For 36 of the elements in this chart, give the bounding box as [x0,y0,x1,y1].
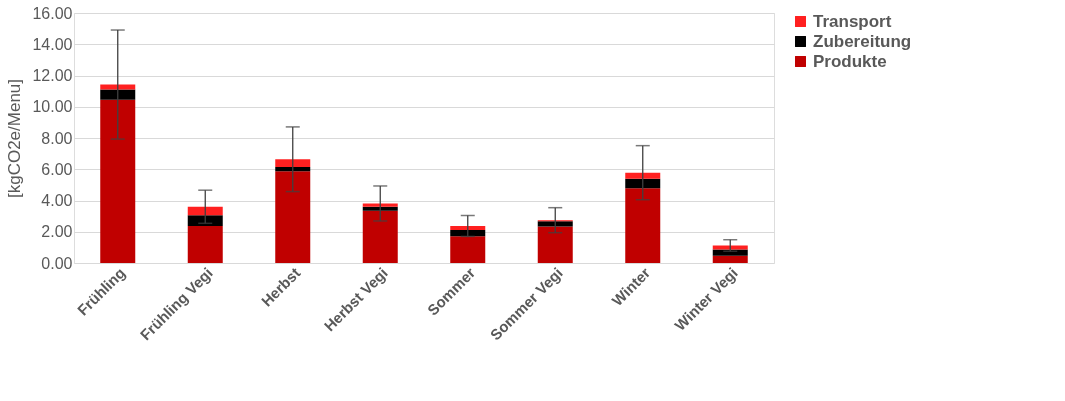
bar [275,159,311,168]
bar [362,203,398,207]
bar [450,225,486,231]
y-tick-label: 6.00 [41,160,73,178]
y-tick-label: 4.00 [41,192,73,209]
bar [100,84,136,90]
bar [187,215,223,226]
y-tick-label: 2.00 [41,223,73,241]
bar [712,249,748,256]
legend-label: Transport [813,11,892,31]
bar [362,210,398,263]
bar [625,172,661,179]
bar [625,188,661,263]
bar [187,206,223,216]
legend-label: Zubereitung [813,31,912,51]
bar [625,178,661,189]
y-tick-label: 8.00 [41,129,73,147]
bar [100,99,136,263]
y-tick-label: 14.00 [32,35,73,53]
bar [450,236,486,263]
bar [712,255,748,263]
bar [537,226,573,263]
bar [450,230,486,237]
y-tick-label: 12.00 [32,67,73,84]
legend-label: Produkte [813,51,887,71]
bar [712,245,748,250]
bar [362,206,398,211]
y-tick-label: 10.00 [32,98,73,116]
y-tick-label: 16.00 [32,4,73,22]
bar [537,221,573,227]
y-axis-title: [kgCO2e/Menu] [5,78,25,199]
bar [275,167,311,172]
y-tick-label: 0.00 [41,254,73,272]
bar [100,89,136,100]
bar [275,171,311,263]
bar [187,225,223,263]
